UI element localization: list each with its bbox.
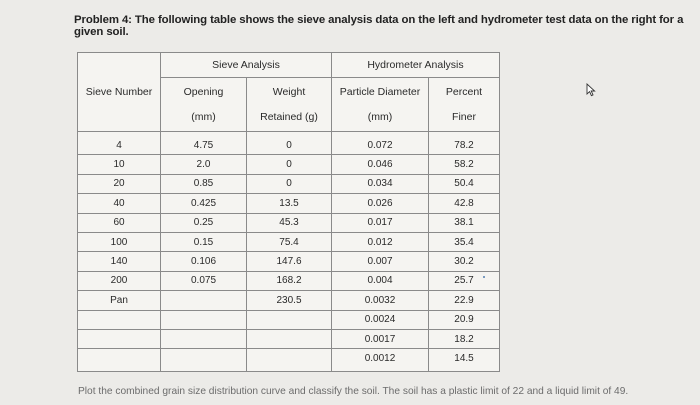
- table-row: 20 0.85 0 0.034 50.4: [77, 173, 500, 195]
- cell-weight: 45.3: [246, 212, 332, 233]
- header-weight: Weight Retained (g): [246, 77, 332, 132]
- header-weight-label: Weight: [272, 85, 306, 98]
- cell-weight: 0: [246, 154, 332, 175]
- table-row: 0.0024 20.9: [77, 309, 500, 330]
- cell-opening: 4.75: [160, 130, 247, 156]
- cell-sieve-number: 60: [77, 212, 161, 233]
- table-row: 40 0.425 13.5 0.026 42.8: [77, 193, 500, 214]
- cell-percent: 14.5: [428, 348, 500, 372]
- cell-percent: 38.1: [428, 212, 500, 233]
- cell-opening: [160, 309, 247, 330]
- cell-opening: [160, 328, 247, 350]
- header-sieve-analysis: Sieve Analysis: [160, 52, 332, 78]
- problem-statement: Problem 4: The following table shows the…: [74, 14, 684, 38]
- cell-diameter: 0.0012: [331, 348, 429, 372]
- mouse-pointer-icon: [586, 83, 596, 97]
- cell-opening: 0.075: [160, 270, 247, 292]
- cell-sieve-number: [77, 309, 161, 330]
- header-percent-finer: Percent Finer: [428, 77, 500, 132]
- header-opening-unit: (mm): [191, 110, 216, 123]
- header-particle-diameter: Particle Diameter (mm): [331, 77, 429, 132]
- header-sieve-number: Sieve Number: [77, 52, 161, 132]
- cell-diameter: 0.007: [331, 251, 429, 272]
- cell-opening: [160, 290, 247, 311]
- group-header-row: Sieve Number Sieve Analysis Hydrometer A…: [77, 52, 500, 132]
- cell-weight: 13.5: [246, 193, 332, 214]
- cell-weight: 168.2: [246, 270, 332, 292]
- cell-weight: 147.6: [246, 251, 332, 272]
- cell-weight: 230.5: [246, 290, 332, 311]
- table-row: 200 0.075 168.2 0.004 25.7: [77, 270, 500, 292]
- cell-opening: 0.25: [160, 212, 247, 233]
- cell-weight: [246, 348, 332, 372]
- cell-percent: 25.7: [428, 270, 500, 292]
- table-row: 10 2.0 0 0.046 58.2: [77, 154, 500, 175]
- header-percent-label: Percent: [445, 85, 483, 98]
- instruction-text: Plot the combined grain size distributio…: [78, 386, 629, 397]
- cell-weight: [246, 309, 332, 330]
- cell-sieve-number: [77, 348, 161, 372]
- cell-diameter: 0.026: [331, 193, 429, 214]
- cell-percent: 42.8: [428, 193, 500, 214]
- cell-sieve-number: 4: [77, 130, 161, 156]
- header-weight-unit: Retained (g): [260, 110, 318, 123]
- cell-diameter: 0.0017: [331, 328, 429, 350]
- cell-opening: 0.85: [160, 173, 247, 195]
- table-row: 0.0017 18.2: [77, 328, 500, 350]
- column-header-row: Opening (mm) Weight Retained (g) Particl…: [78, 77, 500, 132]
- header-diameter-unit: (mm): [367, 110, 393, 123]
- cell-opening: 0.106: [160, 251, 247, 272]
- table-row: 100 0.15 75.4 0.012 35.4: [77, 231, 500, 253]
- cell-percent: 18.2: [428, 328, 500, 350]
- table-row: Pan 230.5 0.0032 22.9: [77, 290, 500, 311]
- table-row: 0.0012 14.5: [77, 348, 500, 372]
- header-diameter-label: Particle Diameter: [339, 85, 421, 98]
- header-opening-label: Opening: [183, 85, 224, 98]
- cell-percent: 20.9: [428, 309, 500, 330]
- cell-opening: [160, 348, 247, 372]
- cell-sieve-number: 10: [77, 154, 161, 175]
- table-row: 140 0.106 147.6 0.007 30.2: [77, 251, 500, 272]
- cell-diameter: 0.0024: [331, 309, 429, 330]
- cell-diameter: 0.004: [331, 270, 429, 292]
- cell-diameter: 0.012: [331, 231, 429, 253]
- cell-weight: [246, 328, 332, 350]
- cell-opening: 0.15: [160, 231, 247, 253]
- cell-sieve-number: 20: [77, 173, 161, 195]
- cell-percent: 50.4: [428, 173, 500, 195]
- cell-sieve-number: [77, 328, 161, 350]
- table-row: 4 4.75 0 0.072 78.2: [77, 130, 500, 156]
- cell-percent: 78.2: [428, 130, 500, 156]
- cell-percent: 22.9: [428, 290, 500, 311]
- cell-sieve-number: 200: [77, 270, 161, 292]
- cell-percent: 58.2: [428, 154, 500, 175]
- cell-diameter: 0.072: [331, 130, 429, 156]
- cell-weight: 75.4: [246, 231, 332, 253]
- cell-weight: 0: [246, 173, 332, 195]
- table-row: 60 0.25 45.3 0.017 38.1: [77, 212, 500, 233]
- cell-sieve-number: 100: [77, 231, 161, 253]
- cell-diameter: 0.017: [331, 212, 429, 233]
- cell-sieve-number: 140: [77, 251, 161, 272]
- cell-opening: 0.425: [160, 193, 247, 214]
- header-opening: Opening (mm): [160, 77, 247, 132]
- cell-percent: 35.4: [428, 231, 500, 253]
- header-percent-unit: Finer: [452, 110, 476, 123]
- cell-diameter: 0.0032: [331, 290, 429, 311]
- cell-weight: 0: [246, 130, 332, 156]
- cell-diameter: 0.034: [331, 173, 429, 195]
- cell-sieve-number: Pan: [77, 290, 161, 311]
- stray-mark: [483, 276, 485, 278]
- cell-opening: 2.0: [160, 154, 247, 175]
- cell-sieve-number: 40: [77, 193, 161, 214]
- cell-diameter: 0.046: [331, 154, 429, 175]
- cell-percent: 30.2: [428, 251, 500, 272]
- sieve-hydrometer-table: Sieve Number Sieve Analysis Hydrometer A…: [77, 52, 500, 372]
- header-hydrometer-analysis: Hydrometer Analysis: [331, 52, 500, 78]
